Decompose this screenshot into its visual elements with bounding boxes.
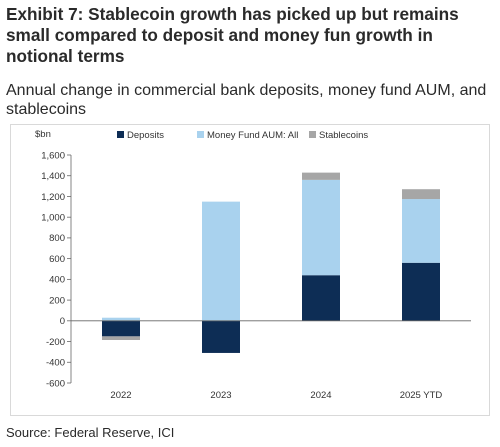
y-tick-label: 1,200 xyxy=(41,192,65,203)
x-tick-label: 2022 xyxy=(110,390,131,401)
chart-title: Exhibit 7: Stablecoin growth has picked … xyxy=(6,4,459,66)
bar-deposits-2 xyxy=(202,320,240,353)
y-tick-label: 1,400 xyxy=(41,171,65,182)
y-tick-label: -400 xyxy=(46,358,65,369)
y-tick-label: 600 xyxy=(49,254,65,265)
bar-stablecoins-1 xyxy=(102,336,140,340)
bars xyxy=(102,172,440,353)
x-tick-label: 2023 xyxy=(210,390,231,401)
chart-subtitle: Annual change in commercial bank deposit… xyxy=(6,82,487,118)
y-tick-label: 1,000 xyxy=(41,212,65,223)
bar-stablecoins-4 xyxy=(402,189,440,200)
bar-stablecoins-3 xyxy=(302,172,340,180)
legend-label-2: Money Fund AUM: All xyxy=(207,130,298,141)
bar-money-fund-2 xyxy=(202,201,240,321)
chart-area: $bn Deposits Money Fund AUM: All Stablecoi… xyxy=(10,124,490,416)
bar-deposits-4 xyxy=(402,262,440,321)
bar-money-fund-1 xyxy=(102,317,140,321)
stacked-bar-chart: $bn Deposits Money Fund AUM: All Stablecoi… xyxy=(35,129,471,401)
y-tick-label: 0 xyxy=(60,316,65,327)
bar-deposits-1 xyxy=(102,320,140,337)
x-tick-label: 2025 YTD xyxy=(400,390,443,401)
x-tick-label: 2024 xyxy=(310,390,331,401)
bar-money-fund-3 xyxy=(302,179,340,276)
y-tick-label: -200 xyxy=(46,337,65,348)
bar-money-fund-4 xyxy=(402,199,440,263)
legend-swatch-2 xyxy=(197,131,204,138)
x-axis: 2022 2023 2024 2025 YTD xyxy=(71,320,471,401)
source-note: Source: Federal Reserve, ICI xyxy=(6,425,175,440)
bar-deposits-3 xyxy=(302,275,340,321)
legend: Deposits Money Fund AUM: All Stablecoins xyxy=(117,130,368,141)
legend-swatch-1 xyxy=(117,131,124,138)
y-tick-label: 1,600 xyxy=(41,150,65,161)
y-unit-label: $bn xyxy=(35,129,51,140)
legend-swatch-3 xyxy=(309,131,316,138)
y-tick-label: 200 xyxy=(49,295,65,306)
y-tick-label: 400 xyxy=(49,275,65,286)
legend-label-1: Deposits xyxy=(127,130,164,141)
y-tick-label: 800 xyxy=(49,233,65,244)
y-tick-label: -600 xyxy=(46,378,65,389)
y-axis: 1,600 1,400 1,200 1,000 800 600 400 200 0 -200 -40… xyxy=(41,150,72,389)
legend-label-3: Stablecoins xyxy=(319,130,368,141)
